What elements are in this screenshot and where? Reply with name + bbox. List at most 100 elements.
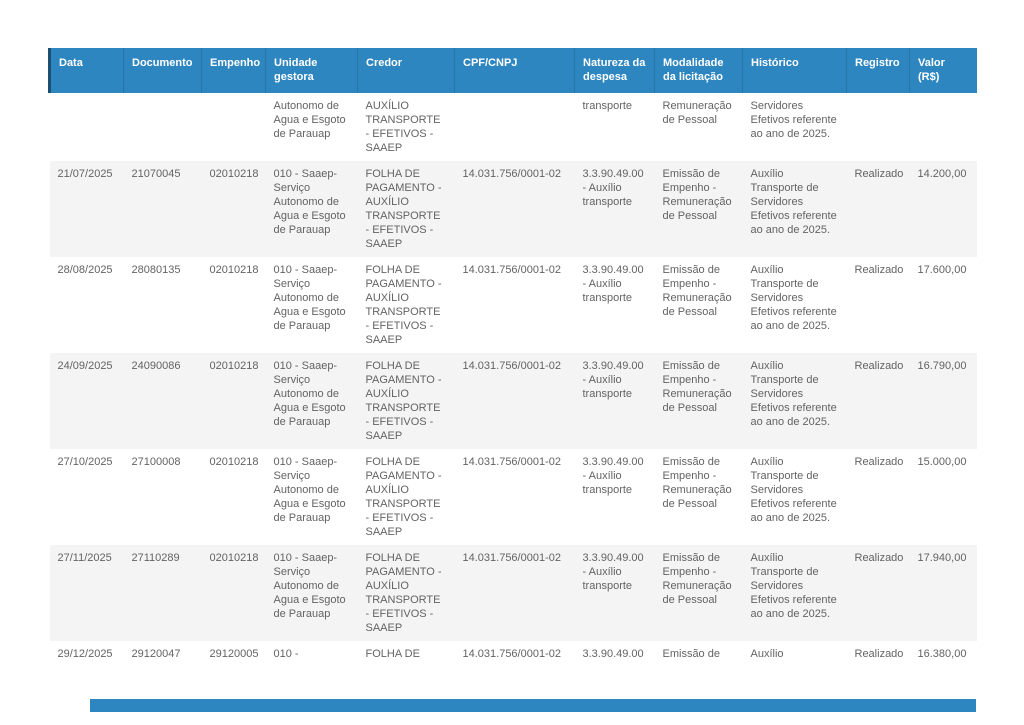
cell-registro: Realizado: [846, 449, 910, 545]
table-row: 21/07/2025 21070045 02010218 010 - Saaep-Se…: [49, 161, 977, 257]
column-header-valor: Valor (R$): [909, 48, 977, 93]
cell-cpf: 14.031.756/0001-02: [454, 257, 575, 353]
cell-empenho: [201, 93, 266, 161]
column-header-unidade: Unidade gestora: [265, 48, 358, 93]
column-header-cpf: CPF/CNPJ: [454, 48, 575, 93]
cell-empenho: 02010218: [201, 353, 266, 449]
cell-credor: FOLHA DE PAGAMENTO - AUXÍLIO TRANSPORTE …: [357, 449, 455, 545]
cell-natureza: 3.3.90.49.00 - Auxílio transporte: [574, 449, 655, 545]
cell-unidade: 010 - Saaep-Serviço Autonomo de Agua e E…: [265, 353, 358, 449]
cell-historico: Auxílio: [742, 641, 847, 667]
cell-documento: 29120047: [123, 641, 202, 667]
cell-empenho: 29120005: [201, 641, 266, 667]
expenses-table: Data Documento Empenho Unidade gestora Credo…: [48, 48, 977, 667]
cell-credor: FOLHA DE PAGAMENTO - AUXÍLIO TRANSPORTE …: [357, 545, 455, 641]
cell-cpf: [454, 93, 575, 161]
column-header-credor: Credor: [357, 48, 455, 93]
cell-cpf: 14.031.756/0001-02: [454, 449, 575, 545]
cell-modalidade: Emissão de Empenho - Remuneração de Pess…: [654, 545, 743, 641]
column-header-documento: Documento: [123, 48, 202, 93]
cell-valor: 17.940,00: [909, 545, 977, 641]
table-header: Data Documento Empenho Unidade gestora Credo…: [48, 48, 977, 93]
cell-credor: FOLHA DE PAGAMENTO - AUXÍLIO TRANSPORTE …: [357, 161, 455, 257]
column-header-natureza: Natureza da despesa: [574, 48, 655, 93]
cell-natureza: 3.3.90.49.00 - Auxílio transporte: [574, 257, 655, 353]
cell-credor: FOLHA DE PAGAMENTO - AUXÍLIO TRANSPORTE …: [357, 257, 455, 353]
cell-modalidade: Emissão de Empenho - Remuneração de Pess…: [654, 449, 743, 545]
cell-documento: 27110289: [123, 545, 202, 641]
cell-historico: Auxílio Transporte de Servidores Efetivo…: [742, 449, 847, 545]
cell-unidade: 010 - Saaep-Serviço Autonomo de Agua e E…: [265, 545, 358, 641]
cell-cpf: 14.031.756/0001-02: [454, 641, 575, 667]
cell-valor: 14.200,00: [909, 161, 977, 257]
cell-modalidade: Emissão de Empenho - Remuneração de Pess…: [654, 161, 743, 257]
cell-credor: FOLHA DE: [357, 641, 455, 667]
cell-unidade: 010 - Saaep-Serviço Autonomo de Agua e E…: [265, 449, 358, 545]
cell-registro: Realizado: [846, 353, 910, 449]
cell-valor: 15.000,00: [909, 449, 977, 545]
cell-valor: 16.790,00: [909, 353, 977, 449]
cell-cpf: 14.031.756/0001-02: [454, 353, 575, 449]
cell-modalidade: Remuneração de Pessoal: [654, 93, 743, 161]
table-row: 29/12/2025 29120047 29120005 010 - FOLHA DE 1…: [49, 641, 977, 667]
cell-empenho: 02010218: [201, 257, 266, 353]
column-header-registro: Registro: [846, 48, 910, 93]
cell-documento: 24090086: [123, 353, 202, 449]
table-body: Autonomo de Agua e Esgoto de Parauap AUXÍ…: [49, 93, 977, 667]
cell-data: 27/11/2025: [49, 545, 124, 641]
cell-historico: Auxílio Transporte de Servidores Efetivo…: [742, 545, 847, 641]
cell-valor: 17.600,00: [909, 257, 977, 353]
column-header-data: Data: [48, 48, 124, 93]
cell-historico: Auxílio Transporte de Servidores Efetivo…: [742, 353, 847, 449]
table-row: 27/10/2025 27100008 02010218 010 - Saaep-Se…: [49, 449, 977, 545]
cell-natureza: 3.3.90.49.00 - Auxílio transporte: [574, 353, 655, 449]
cell-credor: FOLHA DE PAGAMENTO - AUXÍLIO TRANSPORTE …: [357, 353, 455, 449]
cell-cpf: 14.031.756/0001-02: [454, 161, 575, 257]
table-row: 27/11/2025 27110289 02010218 010 - Saaep-Se…: [49, 545, 977, 641]
cell-unidade: 010 - Saaep-Serviço Autonomo de Agua e E…: [265, 257, 358, 353]
cell-unidade: Autonomo de Agua e Esgoto de Parauap: [265, 93, 358, 161]
table-row: 24/09/2025 24090086 02010218 010 - Saaep-Se…: [49, 353, 977, 449]
cell-valor: [909, 93, 977, 161]
cell-documento: 28080135: [123, 257, 202, 353]
cell-historico: Auxílio Transporte de Servidores Efetivo…: [742, 161, 847, 257]
table-row: Autonomo de Agua e Esgoto de Parauap AUXÍ…: [49, 93, 977, 161]
table-header-row: Data Documento Empenho Unidade gestora Credo…: [48, 48, 977, 93]
cell-empenho: 02010218: [201, 545, 266, 641]
cell-documento: [123, 93, 202, 161]
cell-natureza: 3.3.90.49.00 - Auxílio transporte: [574, 161, 655, 257]
cell-historico: Auxílio Transporte de Servidores Efetivo…: [742, 257, 847, 353]
cell-historico: Servidores Efetivos referente ao ano de …: [742, 93, 847, 161]
cell-modalidade: Emissão de Empenho - Remuneração de Pess…: [654, 257, 743, 353]
cell-data: 27/10/2025: [49, 449, 124, 545]
cell-registro: Realizado: [846, 545, 910, 641]
column-header-empenho: Empenho: [201, 48, 266, 93]
cell-data: [49, 93, 124, 161]
cell-documento: 27100008: [123, 449, 202, 545]
cell-valor: 16.380,00: [909, 641, 977, 667]
cell-unidade: 010 -: [265, 641, 358, 667]
page-footer-bar: [90, 699, 976, 712]
cell-cpf: 14.031.756/0001-02: [454, 545, 575, 641]
cell-data: 21/07/2025: [49, 161, 124, 257]
cell-unidade: 010 - Saaep-Serviço Autonomo de Agua e E…: [265, 161, 358, 257]
cell-data: 29/12/2025: [49, 641, 124, 667]
cell-modalidade: Emissão de Empenho - Remuneração de Pess…: [654, 353, 743, 449]
cell-empenho: 02010218: [201, 161, 266, 257]
cell-data: 24/09/2025: [49, 353, 124, 449]
column-header-historico: Histórico: [742, 48, 847, 93]
cell-registro: Realizado: [846, 641, 910, 667]
cell-empenho: 02010218: [201, 449, 266, 545]
cell-documento: 21070045: [123, 161, 202, 257]
cell-registro: Realizado: [846, 161, 910, 257]
table-row: 28/08/2025 28080135 02010218 010 - Saaep-Se…: [49, 257, 977, 353]
cell-credor: AUXÍLIO TRANSPORTE - EFETIVOS - SAAEP: [357, 93, 455, 161]
cell-natureza: transporte: [574, 93, 655, 161]
cell-registro: Realizado: [846, 257, 910, 353]
cell-modalidade: Emissão de: [654, 641, 743, 667]
column-header-modalidade: Modalidade da licitação: [654, 48, 743, 93]
cell-data: 28/08/2025: [49, 257, 124, 353]
cell-registro: [846, 93, 910, 161]
cell-natureza: 3.3.90.49.00: [574, 641, 655, 667]
